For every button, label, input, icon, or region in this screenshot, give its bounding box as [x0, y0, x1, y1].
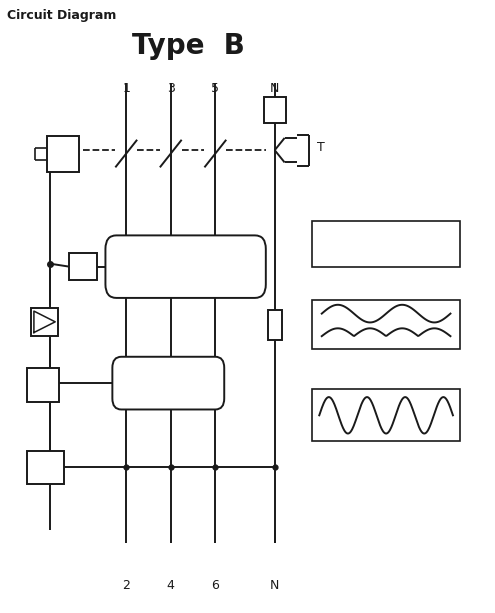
- Text: 4: 4: [167, 579, 175, 592]
- Text: 6: 6: [211, 579, 219, 592]
- Bar: [268, 310, 282, 340]
- FancyBboxPatch shape: [112, 357, 224, 409]
- FancyBboxPatch shape: [105, 235, 266, 298]
- Bar: [27, 368, 59, 402]
- Text: T: T: [317, 140, 325, 154]
- Bar: [312, 300, 460, 349]
- Text: N: N: [270, 82, 279, 95]
- Text: 3: 3: [167, 82, 175, 95]
- Bar: [312, 389, 460, 441]
- Bar: [31, 308, 58, 336]
- Bar: [27, 451, 64, 484]
- Text: 2: 2: [122, 579, 130, 592]
- Text: Circuit Diagram: Circuit Diagram: [7, 9, 117, 22]
- Bar: [264, 97, 286, 123]
- Bar: [69, 253, 97, 280]
- Polygon shape: [34, 311, 55, 332]
- Bar: [47, 136, 79, 172]
- Bar: [312, 221, 460, 267]
- Text: 5: 5: [211, 82, 219, 95]
- Text: N: N: [270, 579, 279, 592]
- Text: 1: 1: [122, 82, 130, 95]
- Text: Type  B: Type B: [132, 32, 245, 60]
